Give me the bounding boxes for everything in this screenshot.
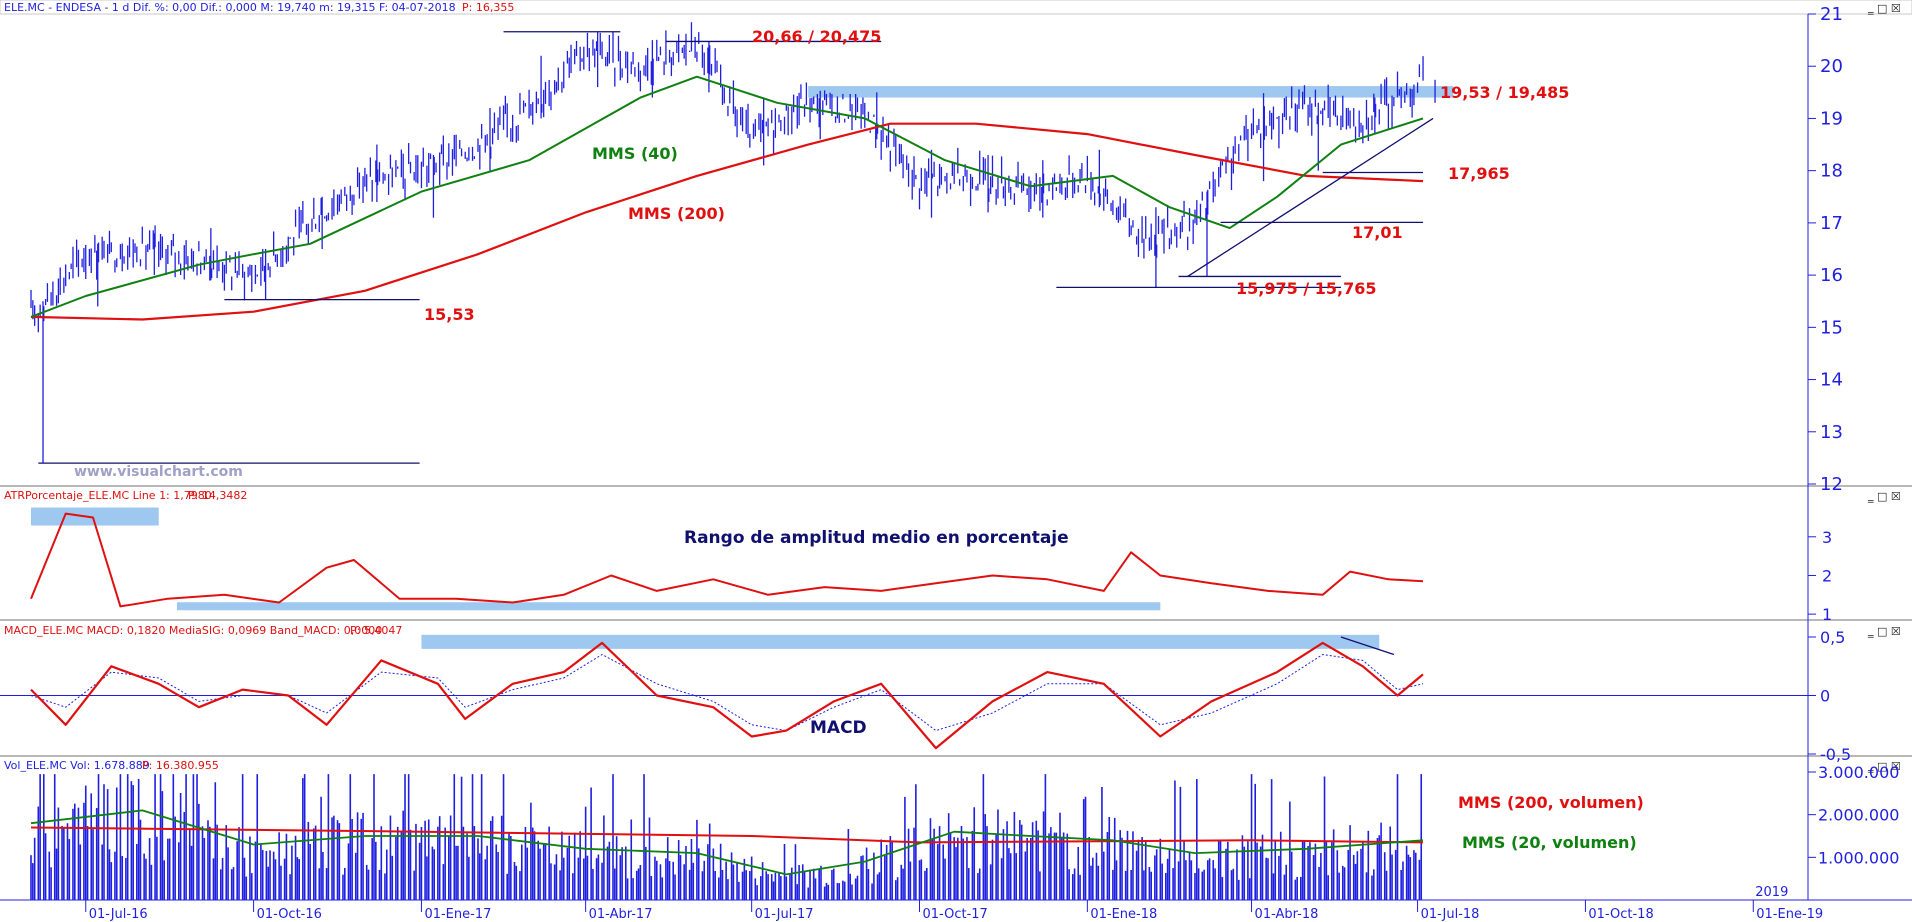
macd-ytick-label: 0: [1820, 687, 1830, 706]
price-ytick-label: 19: [1820, 108, 1843, 129]
watermark: www.visualchart.com: [74, 464, 243, 480]
xtick-label: 01-Oct-16: [257, 907, 322, 922]
annotation-15-975: 15,975 / 15,765: [1236, 279, 1376, 298]
xtick-label: 01-Ene-17: [424, 907, 491, 922]
volume-pane: [30, 774, 1424, 900]
macd-pane-controls[interactable]: ‗ □ ☒: [1867, 625, 1901, 638]
atr-ytick-label: 3: [1822, 528, 1832, 547]
mms40-line: [30, 75, 1424, 318]
label-mms200: MMS (200): [628, 204, 725, 223]
atr-ytick-label: 2: [1822, 566, 1832, 585]
xtick-label: 01-Abr-17: [589, 907, 653, 922]
xtick-label: 01-Jul-18: [1421, 907, 1480, 922]
xtick-label: 01-Oct-18: [1588, 907, 1653, 922]
vol-ytick-label: 3.000.000: [1818, 763, 1899, 782]
label-vol-mms200: MMS (200, volumen): [1458, 793, 1644, 812]
atr-pane: [30, 507, 1424, 611]
atr-highlight-band: [176, 602, 1161, 611]
volume-mms20-line: [30, 809, 1424, 876]
atr-header-extra: P: 14,3482: [188, 489, 247, 502]
vol-header-extra: P: 16.380.955: [142, 759, 219, 772]
label-mms40: MMS (40): [592, 144, 678, 163]
xtick-label: 01-Ene-18: [1090, 907, 1157, 922]
vol-header: Vol_ELE.MC Vol: 1.678.889 P: 16.380.955: [4, 759, 219, 772]
annotation-20-66: 20,66 / 20,475: [752, 27, 881, 46]
atr-title: Rango de amplitud medio en porcentaje: [684, 528, 1069, 548]
xtick-label: 01-Jul-17: [755, 907, 814, 922]
xtick-label: 01-Abr-18: [1255, 907, 1319, 922]
atr-header: ATRPorcentaje_ELE.MC Line 1: 1,7980 P: 1…: [4, 489, 247, 502]
price-header-text: ELE.MC - ENDESA - 1 d Dif. %: 0,00 Dif.:…: [4, 1, 456, 14]
price-ytick-label: 13: [1820, 422, 1843, 443]
chart-frame: [0, 0, 1912, 901]
xtick-label: 01-Ene-19: [1756, 907, 1823, 922]
atr-ytick-label: 1: [1822, 605, 1832, 624]
macd-highlight-band: [421, 634, 1380, 649]
pane-header-1: [0, 620, 1912, 634]
macd-signal-line: [30, 654, 1424, 732]
price-ytick-label: 15: [1820, 317, 1843, 338]
vol-ytick-label: 1.000.000: [1818, 848, 1899, 867]
label-macd: MACD: [810, 718, 867, 738]
volume-mms200-line: [30, 826, 1424, 844]
axes: 121314151617181920211230,50-0,51.000.000…: [85, 4, 1899, 922]
vol-ytick-label: 2.000.000: [1818, 806, 1899, 825]
price-pane: [30, 22, 1454, 464]
trendline: [1187, 117, 1434, 277]
price-ytick-label: 21: [1820, 4, 1843, 25]
year-label: 2019: [1755, 885, 1788, 900]
pane-header-2: [0, 756, 1912, 770]
price-header-extra: P: 16,355: [462, 1, 514, 14]
macd-trend-mark: [1340, 636, 1395, 656]
atr-line: [30, 512, 1424, 608]
header-strip: [0, 0, 1912, 15]
macd-line: [30, 641, 1424, 750]
resistance-band: [808, 86, 1454, 98]
price-header: ELE.MC - ENDESA - 1 d Dif. %: 0,00 Dif.:…: [4, 1, 514, 14]
macd-header-text: MACD_ELE.MC MACD: 0,1820 MediaSIG: 0,096…: [4, 624, 382, 637]
atr-header-text: ATRPorcentaje_ELE.MC Line 1: 1,7980: [4, 489, 212, 502]
xtick-label: 01-Jul-16: [89, 907, 148, 922]
annotation-19-53: 19,53 / 19,485: [1440, 83, 1569, 102]
vol-pane-controls[interactable]: ‗ □ ☒: [1867, 760, 1901, 773]
price-ytick-label: 17: [1820, 213, 1843, 234]
annotation-17-01: 17,01: [1352, 223, 1403, 242]
price-ytick-label: 20: [1820, 56, 1843, 77]
macd-header-extra: P: 5,4047: [350, 624, 402, 637]
label-vol-mms20: MMS (20, volumen): [1462, 833, 1637, 852]
price-ytick-label: 16: [1820, 265, 1843, 286]
macd-pane: [0, 634, 1808, 750]
price-ytick-label: 18: [1820, 161, 1843, 182]
macd-header: MACD_ELE.MC MACD: 0,1820 MediaSIG: 0,096…: [4, 624, 402, 637]
mms200-line: [30, 122, 1424, 321]
price-ytick-label: 14: [1820, 370, 1843, 391]
annotation-15-53: 15,53: [424, 305, 475, 324]
vol-header-text: Vol_ELE.MC Vol: 1.678.889: [4, 759, 150, 772]
macd-ytick-label: -0,5: [1820, 745, 1851, 764]
pane-header-0: [0, 486, 1912, 500]
atr-pane-controls[interactable]: ‗ □ ☒: [1867, 490, 1901, 503]
macd-ytick-label: 0,5: [1820, 628, 1845, 647]
price-pane-controls[interactable]: ‗ □ ☒: [1867, 2, 1901, 15]
annotation-17-965: 17,965: [1448, 164, 1510, 183]
price-ytick-label: 12: [1820, 474, 1843, 495]
volume-bars: [30, 774, 1423, 900]
xtick-label: 01-Oct-17: [923, 907, 988, 922]
